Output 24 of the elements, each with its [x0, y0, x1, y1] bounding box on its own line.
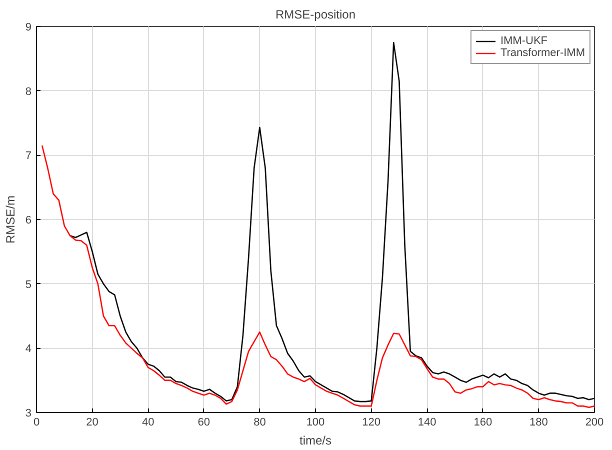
- legend-label: IMM-UKF: [500, 35, 548, 47]
- x-tick-label: 80: [254, 416, 266, 428]
- x-tick-label: 60: [198, 416, 210, 428]
- y-tick-label: 3: [25, 408, 32, 420]
- x-tick-label: 0: [33, 416, 40, 428]
- chart-title: RMSE-position: [275, 8, 356, 22]
- x-tick-label: 40: [142, 416, 154, 428]
- y-tick-label: 8: [25, 86, 32, 98]
- x-tick-label: 100: [306, 416, 325, 428]
- x-tick-label: 160: [474, 416, 492, 428]
- legend-label: Transformer-IMM: [500, 47, 585, 59]
- x-tick-label: 180: [530, 416, 548, 428]
- x-tick-label: 120: [362, 416, 380, 428]
- x-tick-label: 20: [86, 416, 98, 428]
- y-axis-title: RMSE/m: [3, 195, 18, 244]
- y-tick-label: 4: [25, 343, 32, 356]
- x-tick-label: 200: [585, 416, 604, 428]
- y-tick-label: 9: [25, 22, 32, 34]
- y-tick-label: 5: [25, 278, 32, 291]
- line-series: [41, 144, 594, 408]
- x-axis-title: time/s: [300, 434, 332, 448]
- x-tick-label: 140: [418, 416, 436, 428]
- y-tick-label: 7: [25, 150, 32, 162]
- y-tick-label: 6: [25, 214, 32, 226]
